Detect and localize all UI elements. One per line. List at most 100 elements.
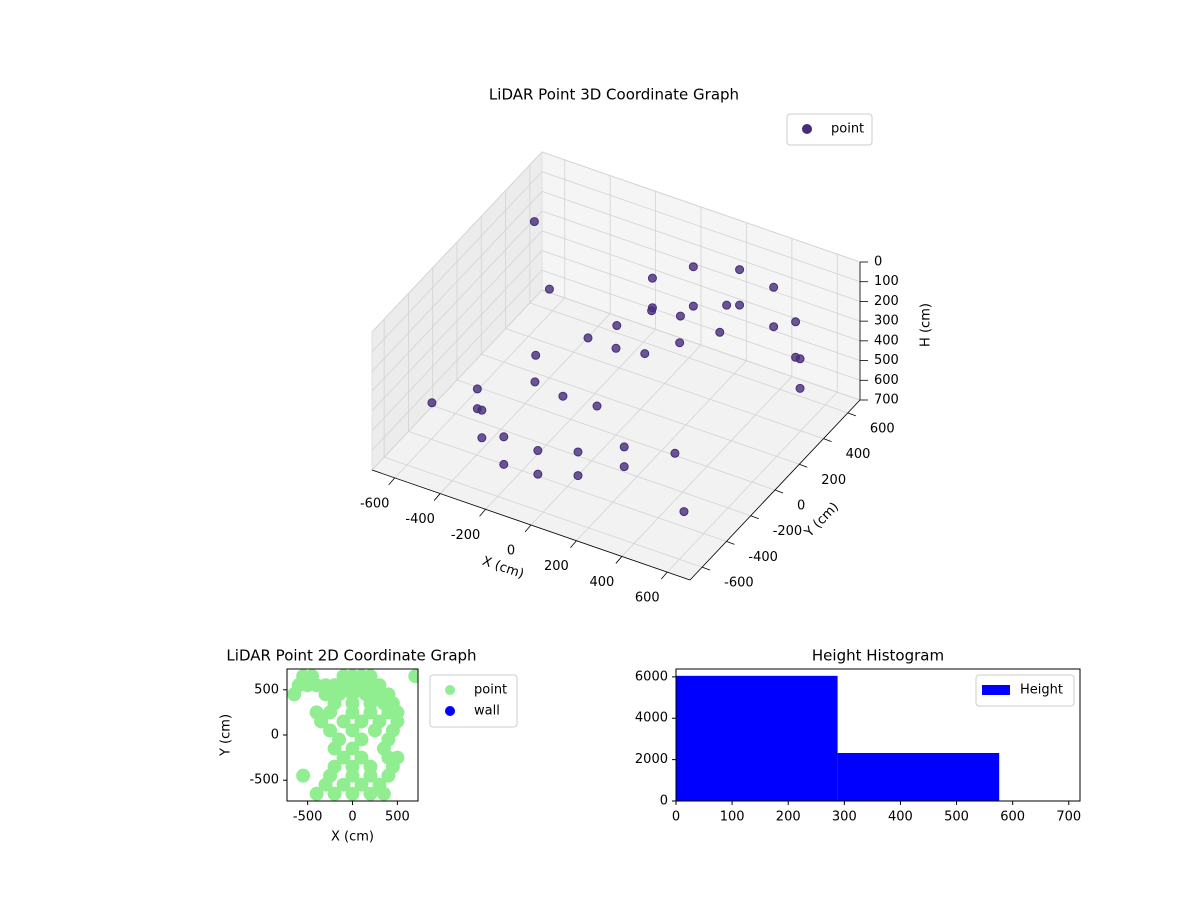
chart-title: LiDAR Point 3D Coordinate Graph: [489, 86, 739, 104]
point: [345, 705, 360, 720]
z-tick-label: 400: [874, 333, 899, 348]
point: [345, 768, 360, 783]
point: [363, 705, 378, 720]
tick-mark: [570, 540, 577, 548]
y-tick-label: -600: [724, 576, 754, 591]
tick-mark: [524, 524, 532, 533]
point: [499, 459, 509, 469]
point: [363, 786, 378, 801]
y-tick-label: 0: [660, 794, 668, 809]
y-tick-label: -200: [773, 524, 803, 539]
tick-mark: [774, 489, 784, 494]
y-axis-line: [689, 399, 861, 581]
tick-mark: [847, 412, 856, 417]
x-tick-label: 300: [832, 810, 857, 825]
tick-mark: [750, 515, 759, 520]
y-tick-label: 400: [846, 447, 871, 462]
grid-line: [505, 328, 824, 439]
point: [323, 723, 338, 738]
grid-line: [541, 230, 861, 342]
point: [619, 462, 629, 472]
point: [327, 786, 342, 801]
point: [688, 262, 698, 272]
grid-line: [371, 230, 543, 412]
grid-line: [481, 353, 800, 465]
point: [336, 714, 351, 729]
point: [531, 350, 541, 360]
point: [640, 349, 650, 359]
x-tick-label: 500: [385, 810, 410, 825]
grid-line: [371, 171, 543, 352]
point: [558, 391, 568, 401]
y-tick-label: 500: [254, 682, 279, 697]
point: [323, 705, 338, 720]
point: [592, 401, 602, 411]
point: [619, 442, 629, 452]
grid-line: [371, 250, 543, 431]
grid-line: [371, 210, 543, 392]
x-tick-label: 700: [1056, 810, 1081, 825]
point: [583, 333, 593, 343]
z-tick-label: 600: [874, 373, 899, 388]
point: [408, 669, 418, 684]
grid-line: [432, 405, 751, 517]
legend-marker: [982, 685, 1010, 695]
chart-title: Height Histogram: [812, 647, 944, 665]
tick-mark: [799, 463, 808, 468]
point: [795, 383, 805, 393]
point: [675, 338, 685, 348]
point: [336, 750, 351, 765]
point: [722, 300, 732, 310]
legend-marker: [445, 706, 455, 716]
y-tick-label: 6000: [635, 669, 668, 684]
point: [647, 273, 657, 283]
point: [363, 768, 378, 783]
x-tick-label: 0: [507, 544, 515, 559]
x-tick-label: -500: [293, 810, 323, 825]
point: [670, 448, 680, 458]
point: [477, 405, 487, 415]
point: [354, 750, 369, 765]
x-tick-label: -200: [451, 528, 481, 543]
point: [376, 786, 391, 801]
x-tick-label: -600: [360, 496, 390, 511]
point: [354, 714, 369, 729]
point: [688, 301, 698, 311]
point: [529, 217, 539, 227]
point: [345, 786, 360, 801]
tick-mark: [388, 477, 396, 486]
x-tick-label: 600: [635, 591, 660, 606]
tick-mark: [433, 493, 441, 501]
legend-label: Height: [1020, 683, 1063, 698]
point: [735, 265, 745, 275]
y-tick-label: -400: [748, 550, 778, 565]
chart-title: LiDAR Point 2D Coordinate Graph: [226, 647, 476, 665]
point: [715, 327, 725, 337]
grid-line: [408, 431, 727, 542]
z-tick-label: 500: [874, 353, 899, 368]
point: [675, 311, 685, 321]
point: [530, 377, 540, 387]
point: [533, 446, 543, 456]
point: [327, 741, 342, 756]
grid-line: [541, 171, 861, 283]
tick-mark: [823, 438, 832, 442]
point: [318, 687, 333, 702]
point: [309, 786, 324, 801]
tick-mark: [702, 566, 711, 571]
grid-line: [529, 302, 848, 414]
point: [679, 507, 689, 517]
point: [345, 741, 360, 756]
point: [795, 354, 805, 364]
legend-label: wall: [474, 704, 500, 719]
grid-line: [541, 210, 861, 322]
point: [544, 284, 554, 294]
x-tick-label: -400: [405, 512, 435, 527]
grid-line: [541, 289, 861, 401]
x-tick-label: 0: [348, 810, 356, 825]
x-tick-label: 400: [589, 575, 614, 590]
z-axis-label: H (cm): [919, 303, 934, 347]
legend-marker: [802, 124, 812, 134]
point: [287, 687, 302, 702]
